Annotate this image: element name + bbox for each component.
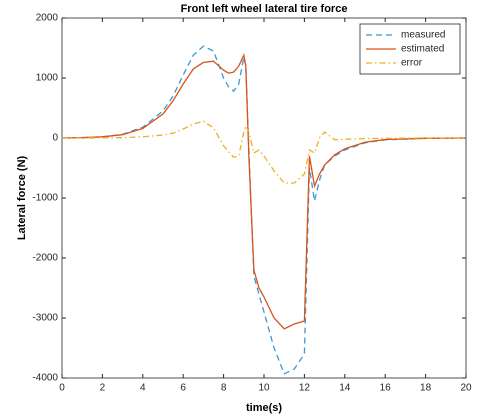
legend: measured estimated error: [359, 23, 461, 75]
y-tick-label: 0: [52, 133, 58, 144]
series-line: [61, 53, 467, 330]
x-tick-label: 16: [380, 383, 392, 394]
x-tick-label: 0: [59, 383, 65, 394]
x-tick-label: 18: [420, 383, 432, 394]
legend-label: estimated: [401, 44, 444, 55]
y-tick-label: -1000: [32, 193, 58, 204]
y-tick-label: 1000: [36, 73, 59, 84]
plot-area: [61, 17, 467, 379]
series-line: [62, 120, 466, 184]
x-tick-label: 20: [460, 383, 472, 394]
chart-title: Front left wheel lateral tire force: [181, 3, 348, 15]
x-tick-label: 8: [221, 383, 227, 394]
x-tick-label: 10: [258, 383, 270, 394]
y-axis-label: Lateral force (N): [16, 155, 28, 240]
y-tick-label: -4000: [32, 373, 58, 384]
x-tick-label: 2: [100, 383, 106, 394]
x-tick-label: 12: [299, 383, 311, 394]
legend-label: error: [401, 58, 423, 69]
x-tick-label: 6: [180, 383, 186, 394]
x-tick-label: 14: [339, 383, 351, 394]
y-tick-label: -2000: [32, 253, 58, 264]
y-tick-label: -3000: [32, 313, 58, 324]
x-axis-label: time(s): [246, 402, 282, 414]
legend-label: measured: [401, 30, 445, 41]
y-tick-label: 2000: [36, 13, 59, 24]
x-tick-label: 4: [140, 383, 146, 394]
